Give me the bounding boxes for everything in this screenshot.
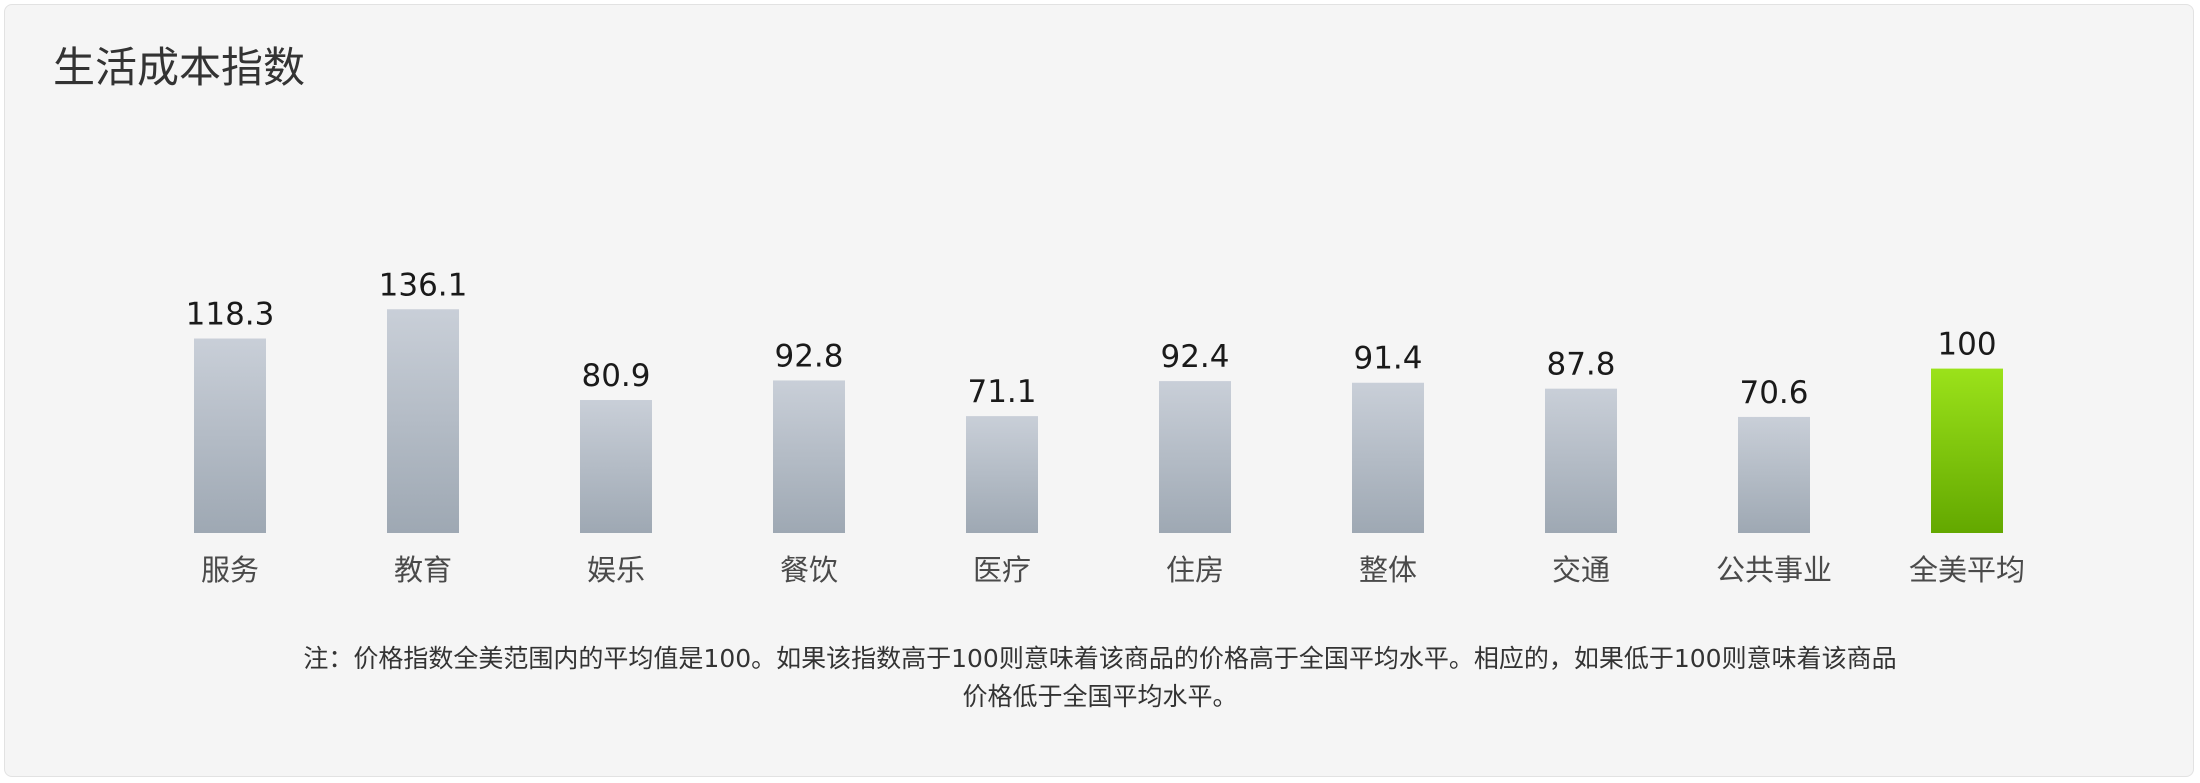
category-label-9: 全美平均 [1909,553,2025,587]
bar-value-label-7: 87.8 [1546,347,1615,383]
bar-4 [966,416,1038,533]
bar-6 [1352,382,1424,533]
chart-card: 生活成本指数 [4,4,2194,777]
bar-3 [773,380,845,533]
bar-chart: 118.3 服务 136.1 教育 80.9 娱乐 92.8 餐饮 71.1 医疗 92.4 住房 91… [186,267,2025,587]
bar-value-label-2: 80.9 [581,358,650,394]
bar-5 [1159,381,1231,533]
category-label-2: 娱乐 [587,553,645,587]
bar-value-label-6: 91.4 [1353,341,1422,377]
bar-value-label-3: 92.8 [774,338,843,374]
category-label-1: 教育 [394,553,452,587]
category-label-3: 餐饮 [780,553,838,587]
bar-value-label-9: 100 [1937,327,1996,363]
category-label-4: 医疗 [973,553,1031,587]
bar-0 [194,338,266,533]
category-label-7: 交通 [1552,553,1610,587]
bar-7 [1545,388,1617,533]
category-label-0: 服务 [201,553,259,587]
category-label-8: 公共事业 [1716,553,1832,587]
bar-9 [1931,368,2003,533]
chart-title: 生活成本指数 [53,43,306,92]
bar-1 [387,309,459,533]
chart-footnote: 注：价格指数全美范围内的平均值是100。如果该指数高于100则意味着该商品的价格… [140,640,2060,716]
bar-8 [1738,416,1810,533]
footnote-line-2: 价格低于全国平均水平。 [962,682,1238,711]
category-label-6: 整体 [1359,553,1417,587]
bar-value-label-4: 71.1 [967,374,1036,410]
bar-value-label-0: 118.3 [186,297,275,333]
bar-value-label-5: 92.4 [1160,339,1229,375]
bar-value-label-8: 70.6 [1739,375,1808,411]
category-label-5: 住房 [1166,553,1224,587]
footnote-line-1: 注：价格指数全美范围内的平均值是100。如果该指数高于100则意味着该商品的价格… [303,644,1897,673]
bar-2 [580,400,652,533]
bar-value-label-1: 136.1 [379,267,468,303]
